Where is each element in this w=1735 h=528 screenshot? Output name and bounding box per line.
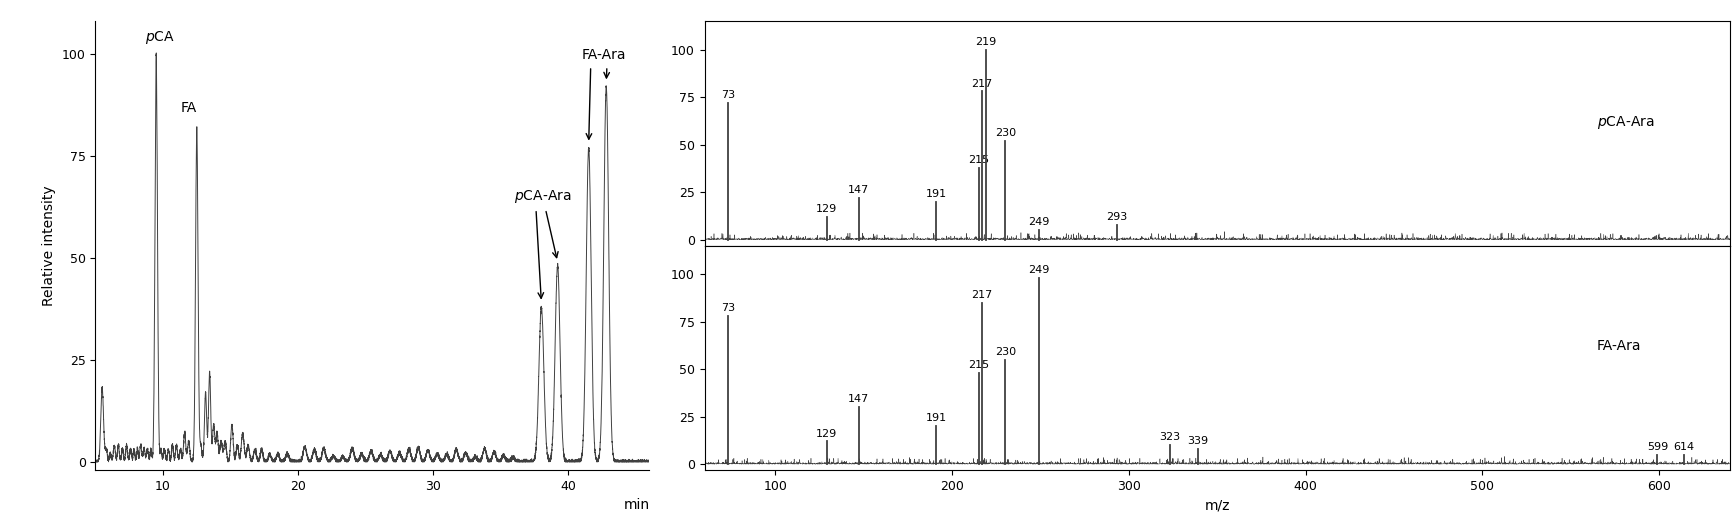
X-axis label: min: min [623, 498, 649, 512]
Text: 230: 230 [994, 128, 1015, 138]
Text: $p$CA-Ara: $p$CA-Ara [1596, 114, 1653, 130]
Text: 293: 293 [1105, 212, 1128, 222]
Text: 73: 73 [720, 303, 736, 313]
Text: 249: 249 [1029, 218, 1050, 228]
Y-axis label: Relative intensity: Relative intensity [42, 185, 56, 306]
Text: 191: 191 [926, 189, 947, 199]
Text: 230: 230 [994, 347, 1015, 357]
Text: FA: FA [180, 101, 196, 115]
Text: 129: 129 [815, 204, 838, 214]
X-axis label: m/z: m/z [1204, 498, 1230, 512]
Text: 215: 215 [968, 360, 989, 370]
Text: 129: 129 [815, 429, 838, 439]
Text: $p$CA: $p$CA [146, 29, 175, 45]
Text: FA-Ara: FA-Ara [1596, 340, 1641, 354]
Text: 614: 614 [1673, 442, 1695, 452]
Text: 249: 249 [1029, 265, 1050, 275]
Text: 339: 339 [1187, 436, 1208, 446]
Text: 147: 147 [848, 394, 869, 404]
Text: 599: 599 [1647, 442, 1667, 452]
Text: 147: 147 [848, 185, 869, 195]
Text: 219: 219 [975, 37, 996, 47]
Text: FA-Ara: FA-Ara [581, 48, 626, 62]
Text: $p$CA-Ara: $p$CA-Ara [514, 188, 571, 205]
Text: 73: 73 [720, 90, 736, 100]
Text: 323: 323 [1159, 432, 1180, 442]
Text: 215: 215 [968, 155, 989, 165]
Text: 191: 191 [926, 413, 947, 423]
Text: 217: 217 [972, 290, 992, 300]
Text: 217: 217 [972, 79, 992, 89]
